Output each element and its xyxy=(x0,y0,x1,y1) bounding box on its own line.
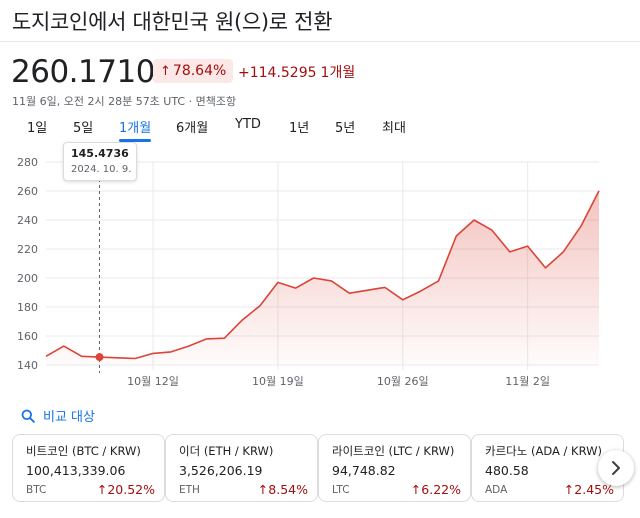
arrow-up-icon: ↑ xyxy=(410,482,422,497)
absolute-change-value: +114.5295 xyxy=(238,65,317,81)
header-divider xyxy=(0,41,640,42)
card-price: 3,526,206.19 xyxy=(179,463,263,478)
x-tick-label: 11월 2일 xyxy=(505,374,550,388)
change-period: 1개월 xyxy=(320,65,356,81)
card-name: 비트코인 (BTC / KRW) xyxy=(26,444,141,458)
card-name: 이더 (ETH / KRW) xyxy=(179,444,274,458)
x-tick-label: 10월 12일 xyxy=(127,374,179,388)
y-tick-label: 200 xyxy=(17,272,38,285)
price-area xyxy=(46,190,599,365)
compare-card-ada[interactable]: 카르다노 (ADA / KRW) 480.58 ADA ↑2.45% xyxy=(471,434,624,502)
arrow-up-icon: ↑ xyxy=(563,482,575,497)
card-symbol: BTC xyxy=(26,484,47,496)
hover-point xyxy=(95,353,104,362)
card-change: ↑6.22% xyxy=(411,482,461,497)
chart-tooltip: 145.4736 2024. 10. 9. xyxy=(63,142,137,181)
card-name: 카르다노 (ADA / KRW) xyxy=(485,444,602,458)
tooltip-value: 145.4736 xyxy=(71,147,129,160)
tab-5-years[interactable]: 5년 xyxy=(335,121,356,136)
y-tick-label: 180 xyxy=(17,301,38,314)
x-tick-label: 10월 19일 xyxy=(252,374,304,388)
percent-change-badge: ↑ 78.64% xyxy=(153,59,234,83)
card-symbol: ADA xyxy=(485,484,508,496)
x-tick-label: 10월 26일 xyxy=(377,374,429,388)
range-tabs: 1일 5일 1개월 6개월 YTD 1년 5년 최대 xyxy=(0,117,640,142)
card-symbol: ETH xyxy=(179,484,200,496)
page-title: 도지코인에서 대한민국 원(으)로 전환 xyxy=(12,10,333,34)
price-chart[interactable]: 280 260 240 220 200 180 160 140 10월 12일 10월 19일 10… xyxy=(0,140,640,390)
card-change: ↑20.52% xyxy=(97,482,155,497)
card-name: 라이트코인 (LTC / KRW) xyxy=(332,444,455,458)
y-tick-label: 220 xyxy=(17,243,38,256)
absolute-change: +114.5295 1개월 xyxy=(238,62,355,82)
quote-timestamp: 11월 6일, 오전 2시 28분 57초 UTC · 면책조항 xyxy=(12,95,237,108)
current-price: 260.1710 xyxy=(11,54,155,90)
tab-ytd[interactable]: YTD xyxy=(235,117,261,132)
y-tick-label: 140 xyxy=(17,359,38,372)
search-icon xyxy=(21,409,35,423)
y-tick-label: 280 xyxy=(17,156,38,169)
next-cards-button[interactable] xyxy=(598,450,634,486)
card-change-value: 2.45% xyxy=(574,482,614,497)
compare-card-ltc[interactable]: 라이트코인 (LTC / KRW) 94,748.82 LTC ↑6.22% xyxy=(318,434,471,502)
card-change-value: 8.54% xyxy=(268,482,308,497)
y-tick-label: 160 xyxy=(17,330,38,343)
percent-change-value: 78.64% xyxy=(172,63,227,79)
tab-1-year[interactable]: 1년 xyxy=(289,121,310,136)
card-change: ↑8.54% xyxy=(258,482,308,497)
card-symbol: LTC xyxy=(332,484,350,496)
tab-6-months[interactable]: 6개월 xyxy=(176,121,209,136)
tab-1-day[interactable]: 1일 xyxy=(27,121,48,136)
arrow-up-icon: ↑ xyxy=(160,64,171,79)
tooltip-date: 2024. 10. 9. xyxy=(71,164,132,175)
card-price: 100,413,339.06 xyxy=(26,463,126,478)
y-tick-label: 260 xyxy=(17,185,38,198)
price-line xyxy=(45,190,600,360)
compare-button[interactable]: 비교 대상 xyxy=(21,406,95,425)
tab-1-month[interactable]: 1개월 xyxy=(119,117,152,142)
chevron-right-icon xyxy=(612,461,620,475)
compare-label: 비교 대상 xyxy=(43,410,95,425)
card-price: 480.58 xyxy=(485,463,529,478)
tab-max[interactable]: 최대 xyxy=(382,121,406,136)
y-tick-label: 240 xyxy=(17,214,38,227)
card-change-value: 6.22% xyxy=(421,482,461,497)
tab-5-days[interactable]: 5일 xyxy=(73,121,94,136)
card-price: 94,748.82 xyxy=(332,463,396,478)
card-change-value: 20.52% xyxy=(107,482,155,497)
arrow-up-icon: ↑ xyxy=(96,482,108,497)
arrow-up-icon: ↑ xyxy=(257,482,269,497)
compare-card-btc[interactable]: 비트코인 (BTC / KRW) 100,413,339.06 BTC ↑20.… xyxy=(12,434,165,502)
card-change: ↑2.45% xyxy=(564,482,614,497)
compare-card-eth[interactable]: 이더 (ETH / KRW) 3,526,206.19 ETH ↑8.54% xyxy=(165,434,318,502)
